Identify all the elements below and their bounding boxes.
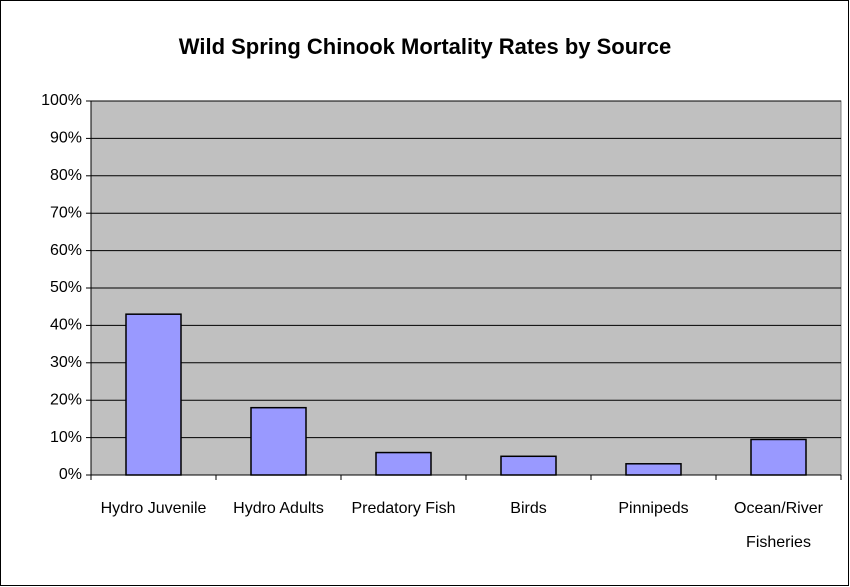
chart-title: Wild Spring Chinook Mortality Rates by S… bbox=[179, 34, 671, 59]
y-tick-label: 90% bbox=[50, 130, 82, 147]
y-tick-label: 80% bbox=[50, 167, 82, 184]
bar bbox=[750, 438, 807, 476]
y-tick-label: 40% bbox=[50, 317, 82, 334]
bar bbox=[500, 455, 557, 476]
bar bbox=[375, 451, 432, 476]
y-tick-label: 50% bbox=[50, 279, 82, 296]
x-tick-label: Hydro Juvenile bbox=[100, 500, 207, 517]
y-tick-label: 60% bbox=[50, 242, 82, 259]
bar bbox=[625, 463, 682, 476]
y-tick-label: 30% bbox=[50, 354, 82, 371]
y-tick-label: 10% bbox=[50, 429, 82, 446]
x-tick-label: Pinnipeds bbox=[618, 500, 689, 517]
y-tick-label: 70% bbox=[50, 204, 82, 221]
bar bbox=[250, 406, 307, 476]
y-tick-label: 0% bbox=[59, 466, 82, 483]
y-tick-label: 20% bbox=[50, 391, 82, 408]
x-tick-label: Ocean/River Fisheries bbox=[734, 500, 823, 551]
y-tick-label: 100% bbox=[41, 92, 82, 109]
x-tick-label: Predatory Fish bbox=[351, 500, 456, 517]
x-tick-label: Hydro Adults bbox=[233, 500, 324, 517]
x-tick-label: Birds bbox=[510, 500, 547, 517]
bar bbox=[125, 313, 182, 476]
